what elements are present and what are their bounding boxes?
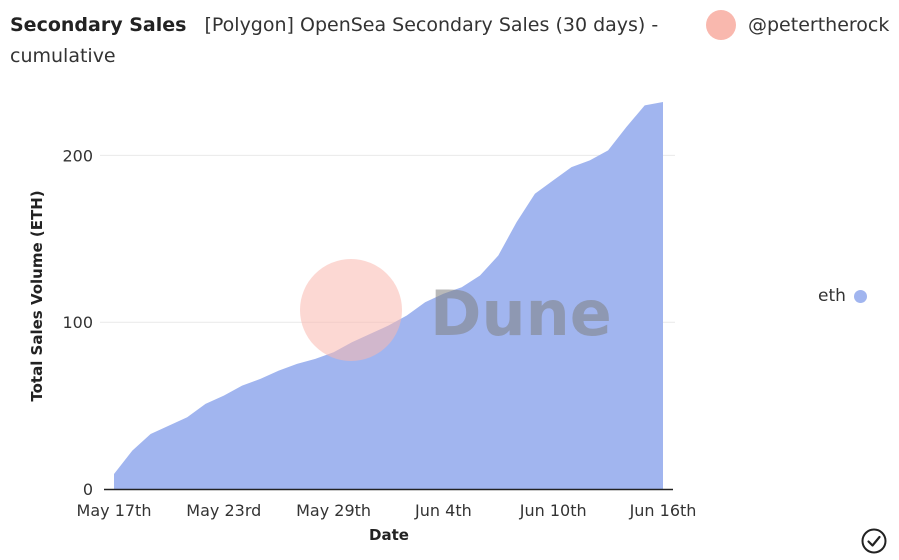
legend-label: eth: [818, 286, 846, 306]
x-tick-label: Jun 16th: [629, 501, 697, 520]
y-tick-label: 100: [62, 313, 93, 332]
check-circle-icon[interactable]: [861, 528, 887, 554]
watermark-circle: [300, 259, 402, 361]
x-tick-label: May 17th: [77, 501, 152, 520]
legend-marker: [853, 289, 867, 303]
x-tick-label: Jun 10th: [519, 501, 587, 520]
area-series-eth: [114, 102, 663, 489]
x-tick-label: Jun 4th: [414, 501, 472, 520]
y-tick-label: 0: [83, 480, 93, 499]
x-tick-label: May 23rd: [186, 501, 261, 520]
x-tick-labels: May 17th May 23rd May 29th Jun 4th Jun 10th J…: [77, 501, 697, 520]
x-axis-label: Date: [369, 526, 409, 544]
author-badge[interactable]: @petertherock: [706, 10, 889, 40]
y-tick-label: 200: [62, 146, 93, 165]
chart-title: Secondary Sales: [10, 14, 187, 36]
dune-watermark: Dune: [300, 259, 612, 361]
watermark-text: Dune: [430, 277, 612, 350]
legend[interactable]: eth: [818, 286, 867, 306]
x-tick-label: May 29th: [296, 501, 371, 520]
y-tick-labels: 0 100 200: [62, 146, 93, 499]
author-name[interactable]: @petertherock: [748, 14, 890, 36]
chart-header: Secondary Sales [Polygon] OpenSea Second…: [10, 10, 700, 72]
avatar: [706, 10, 736, 40]
y-axis-label: Total Sales Volume (ETH): [28, 190, 46, 401]
chart-subtitle: [Polygon] OpenSea Secondary Sales (30 da…: [10, 14, 659, 67]
